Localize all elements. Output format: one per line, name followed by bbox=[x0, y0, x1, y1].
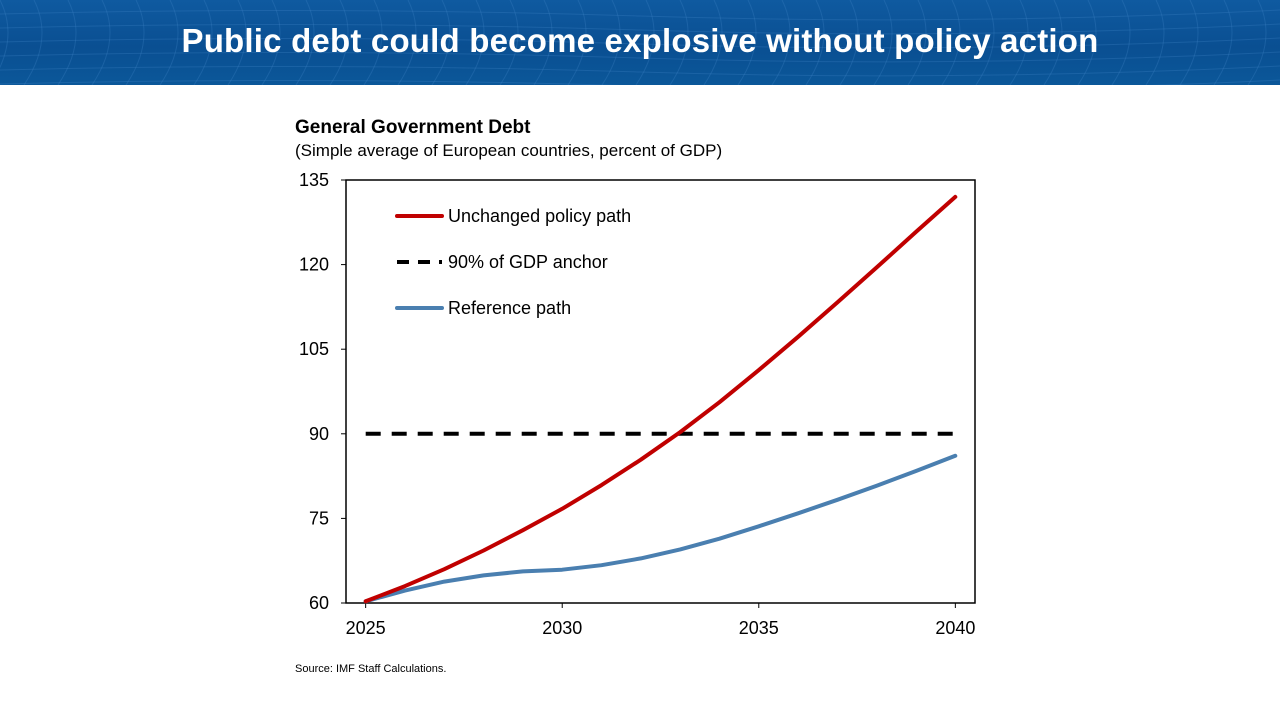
legend-label: Unchanged policy path bbox=[448, 206, 631, 226]
y-tick-label: 120 bbox=[299, 255, 329, 275]
chart-subtitle: (Simple average of European countries, p… bbox=[295, 141, 723, 160]
x-tick-label: 2040 bbox=[935, 618, 975, 638]
banner-grid-pattern bbox=[0, 0, 1280, 85]
legend-label: Reference path bbox=[448, 298, 571, 318]
y-tick-label: 60 bbox=[309, 593, 329, 613]
series-line-unchanged-policy-path bbox=[363, 194, 958, 604]
banner-grid-lines bbox=[0, 0, 1280, 85]
y-tick-label: 90 bbox=[309, 424, 329, 444]
x-tick-label: 2030 bbox=[542, 618, 582, 638]
y-tick-label: 75 bbox=[309, 508, 329, 528]
title-banner: Public debt could become explosive witho… bbox=[0, 0, 1280, 85]
source-note: Source: IMF Staff Calculations. bbox=[295, 663, 447, 675]
plot-frame bbox=[345, 179, 976, 604]
chart-title: General Government Debt bbox=[295, 117, 531, 138]
legend-label: 90% of GDP anchor bbox=[448, 252, 608, 272]
y-tick-label: 135 bbox=[299, 170, 329, 190]
x-tick-label: 2025 bbox=[346, 618, 386, 638]
x-tick-label: 2035 bbox=[739, 618, 779, 638]
y-tick-label: 105 bbox=[299, 339, 329, 359]
slide-title: Public debt could become explosive witho… bbox=[181, 22, 1099, 59]
series-line-reference-path bbox=[363, 453, 958, 604]
